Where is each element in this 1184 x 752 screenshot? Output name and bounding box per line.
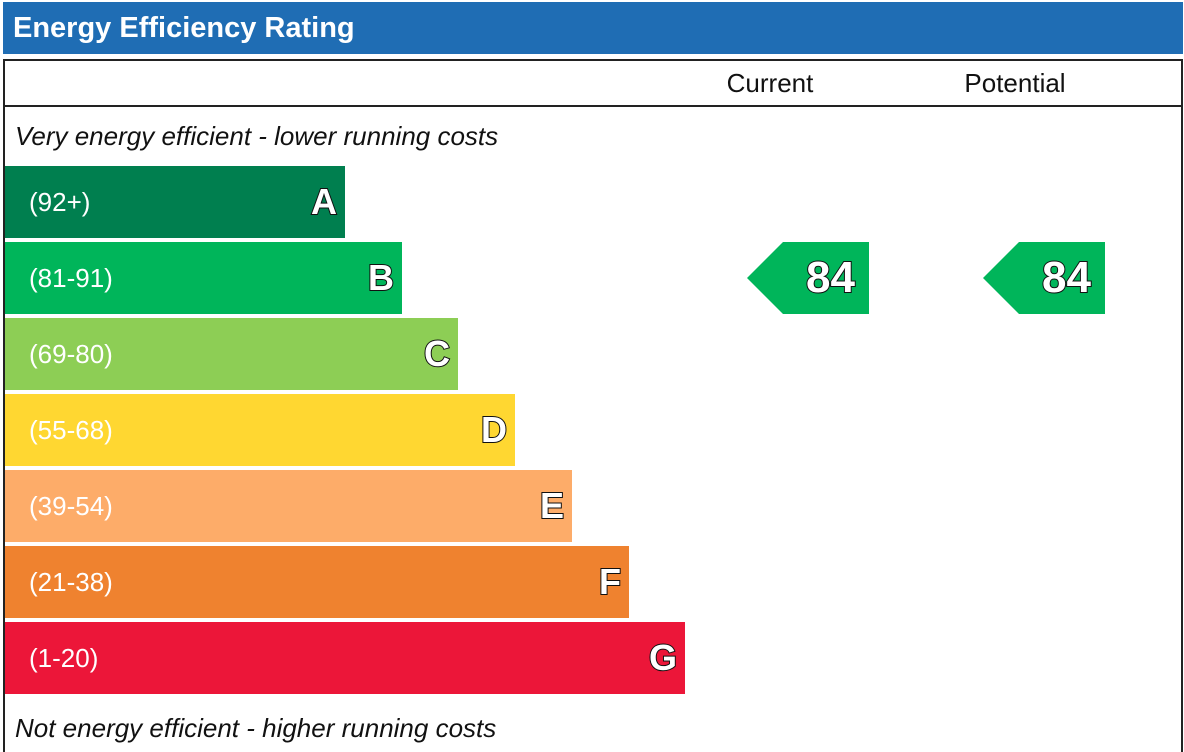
band-range-label: (39-54) (29, 491, 113, 521)
band-range-label: (92+) (29, 187, 91, 217)
band-letter-label: G (648, 636, 678, 679)
band-range-label: (69-80) (29, 339, 113, 369)
potential-rating-arrow: 84 (983, 242, 1105, 314)
arrow-shape (983, 242, 1105, 314)
band-range-label: (55-68) (29, 415, 113, 445)
band-letter-label: B (367, 256, 395, 299)
potential-rating-value: 84 (1041, 252, 1092, 303)
caption-top: Very energy efficient - lower running co… (15, 121, 499, 151)
arrow-shape (747, 242, 869, 314)
band-letter-label: E (539, 484, 565, 527)
band-c: (69-80) C (5, 318, 458, 390)
current-column-header: Current (726, 68, 814, 98)
band-a: (92+) A (5, 166, 345, 238)
page-title: Energy Efficiency Rating (3, 2, 1183, 54)
rating-chart: Current Potential Very energy efficient … (3, 59, 1183, 752)
band-g: (1-20) G (5, 622, 685, 694)
current-rating-value: 84 (805, 252, 856, 303)
band-b: (81-91) B (5, 242, 402, 314)
current-rating-arrow: 84 (747, 242, 869, 314)
caption-bottom: Not energy efficient - higher running co… (15, 713, 497, 743)
band-range-label: (21-38) (29, 567, 113, 597)
band-range-label: (1-20) (29, 643, 99, 673)
band-e: (39-54) E (5, 470, 572, 542)
column-header-row: Current Potential (5, 61, 1181, 107)
band-letter-label: A (310, 180, 338, 223)
band-range-label: (81-91) (29, 263, 113, 293)
potential-column-header: Potential (964, 68, 1066, 98)
band-letter-label: D (480, 408, 508, 451)
band-letter-label: C (423, 332, 451, 375)
band-letter-label: F (598, 560, 622, 603)
band-f: (21-38) F (5, 546, 629, 618)
band-d: (55-68) D (5, 394, 515, 466)
